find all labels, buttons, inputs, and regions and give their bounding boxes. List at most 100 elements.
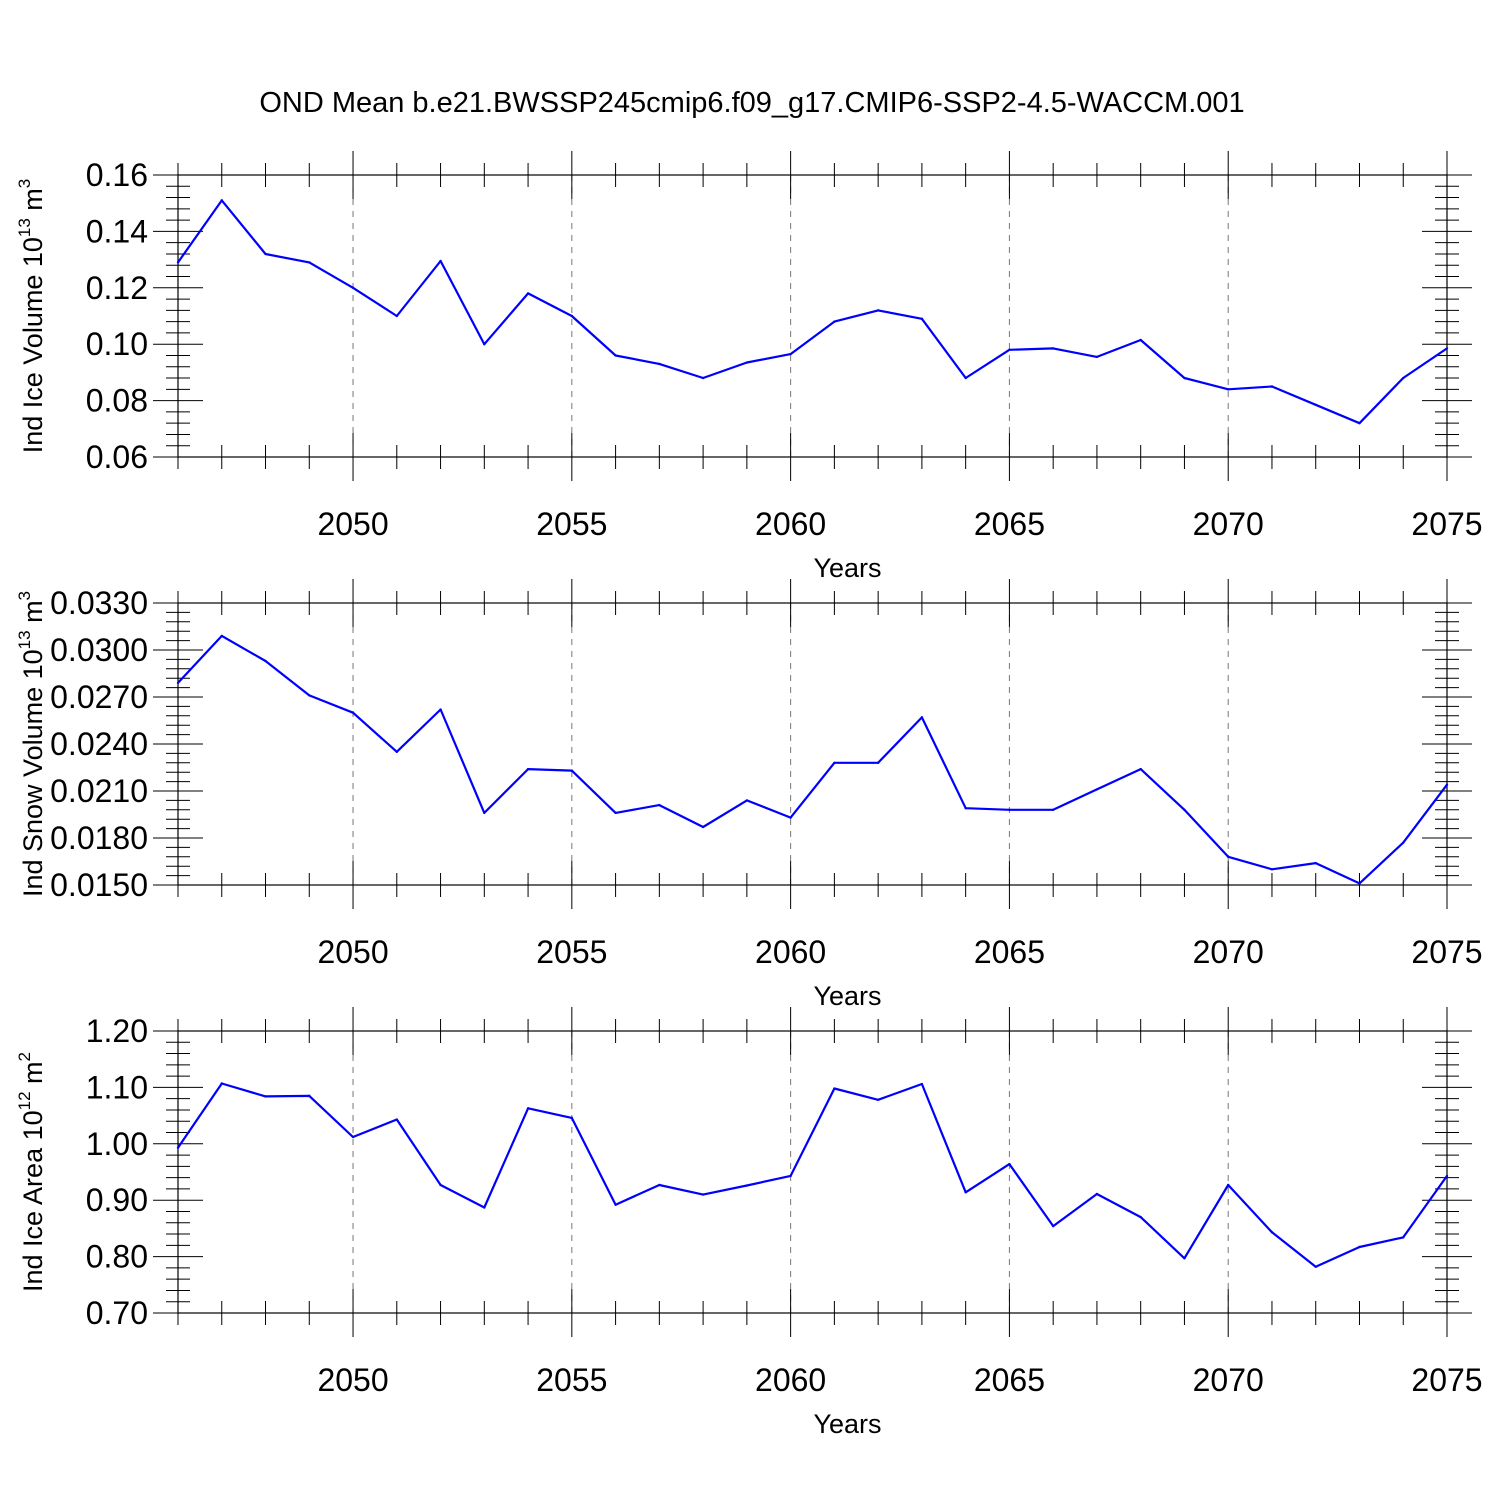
data-point: [920, 1082, 924, 1086]
x-tick-label: 2070: [1193, 506, 1264, 542]
y-tick-label: 0.0150: [50, 867, 148, 903]
data-point: [483, 811, 486, 815]
x-axis-title: Years: [813, 1409, 881, 1439]
data-point: [745, 799, 749, 802]
data-point: [1183, 808, 1186, 811]
data-point: [1227, 855, 1230, 858]
chart-title: OND Mean b.e21.BWSSP245cmip6.f09_g17.CMI…: [259, 87, 1244, 119]
data-point: [876, 761, 880, 764]
plot-frame: [177, 602, 1448, 886]
data-point: [745, 1184, 749, 1187]
data-point: [1445, 783, 1449, 786]
y-tick-label: 0.16: [86, 157, 148, 193]
data-point: [220, 199, 223, 202]
data-point: [1314, 861, 1317, 865]
data-point: [1358, 882, 1361, 885]
data-point: [1008, 808, 1011, 811]
data-point: [1008, 1162, 1011, 1166]
data-point: [308, 1094, 311, 1098]
y-tick-label: 0.12: [86, 270, 148, 306]
x-tick-label: 2050: [317, 934, 388, 970]
data-point: [701, 825, 705, 829]
data-point: [658, 1183, 661, 1187]
data-point: [920, 317, 924, 321]
data-point: [526, 767, 530, 771]
y-tick-label: 0.0270: [50, 679, 148, 715]
data-point: [1008, 348, 1011, 352]
data-point: [570, 769, 574, 772]
data-line: [177, 1082, 1448, 1268]
y-tick-label: 1.10: [86, 1069, 148, 1105]
y-tick-label: 0.06: [86, 439, 148, 475]
data-point: [701, 1193, 705, 1196]
data-point: [439, 708, 442, 711]
y-tick-label: 0.0240: [50, 726, 148, 762]
data-point: [1139, 1215, 1142, 1219]
data-line: [177, 199, 1448, 425]
x-tick-label: 2065: [974, 1362, 1045, 1398]
x-tick-label: 2075: [1411, 934, 1482, 970]
data-point: [1402, 841, 1405, 844]
data-point: [701, 376, 705, 380]
data-point: [1227, 388, 1230, 391]
x-tick-label: 2075: [1411, 1362, 1482, 1398]
x-tick-label: 2055: [536, 934, 607, 970]
y-axis-title: Ind Ice Area 1012 m2: [15, 1052, 48, 1292]
panel-1: 2050 2055 2060 2065 2070 2075 0.06 0.08 0.10 0.12…: [15, 151, 1483, 583]
y-tick-label: 0.0180: [50, 820, 148, 856]
x-tick-label: 2065: [974, 506, 1045, 542]
data-point: [1095, 355, 1099, 359]
x-tick-label: 2060: [755, 506, 826, 542]
data-point: [264, 1095, 267, 1098]
data-point: [220, 1082, 223, 1085]
data-point: [1314, 1265, 1317, 1268]
data-point: [1139, 338, 1142, 342]
data-point: [1051, 1224, 1055, 1228]
y-tick-label: 1.00: [86, 1126, 148, 1162]
data-point: [1402, 376, 1405, 380]
y-tick-label: 0.0210: [50, 773, 148, 809]
data-point: [1227, 1183, 1230, 1187]
panel-2: 2050 2055 2060 2065 2070 2075 0.0150 0.0180 0.02…: [15, 579, 1483, 1011]
data-point: [308, 261, 311, 264]
data-point: [176, 1146, 180, 1149]
data-point: [876, 1098, 880, 1102]
y-tick-label: 0.90: [86, 1182, 148, 1218]
data-point: [1270, 1231, 1274, 1234]
data-line: [177, 634, 1448, 885]
x-tick-label: 2070: [1193, 934, 1264, 970]
data-point: [1051, 347, 1055, 350]
x-tick-label: 2060: [755, 1362, 826, 1398]
y-axis-title: Ind Ice Volume 1013 m3: [15, 179, 48, 454]
x-axis-title: Years: [813, 981, 881, 1011]
data-point: [1183, 376, 1186, 380]
data-point: [833, 1087, 836, 1090]
data-point: [614, 811, 617, 815]
data-point: [920, 716, 924, 719]
data-point: [483, 1206, 486, 1209]
data-point: [264, 659, 267, 663]
data-point: [1445, 347, 1449, 350]
data-point: [483, 343, 486, 346]
data-point: [1358, 1245, 1361, 1249]
x-tick-label: 2060: [755, 934, 826, 970]
data-point: [964, 807, 967, 810]
data-point: [789, 816, 792, 819]
x-tick-label: 2070: [1193, 1362, 1264, 1398]
data-point: [176, 261, 180, 264]
x-tick-label: 2055: [536, 1362, 607, 1398]
panel-3: 2050 2055 2060 2065 2070 2075 0.70 0.80 0.90 1.00…: [15, 1007, 1483, 1439]
y-tick-label: 0.0330: [50, 585, 148, 621]
data-point: [395, 1118, 398, 1121]
y-tick-label: 0.14: [86, 213, 148, 249]
data-point: [308, 694, 311, 697]
data-point: [789, 352, 792, 356]
data-point: [439, 259, 442, 263]
x-tick-label: 2055: [536, 506, 607, 542]
data-point: [264, 252, 267, 256]
data-point: [526, 1107, 530, 1110]
y-tick-label: 0.10: [86, 326, 148, 362]
data-point: [395, 314, 398, 318]
data-point: [1445, 1174, 1449, 1178]
